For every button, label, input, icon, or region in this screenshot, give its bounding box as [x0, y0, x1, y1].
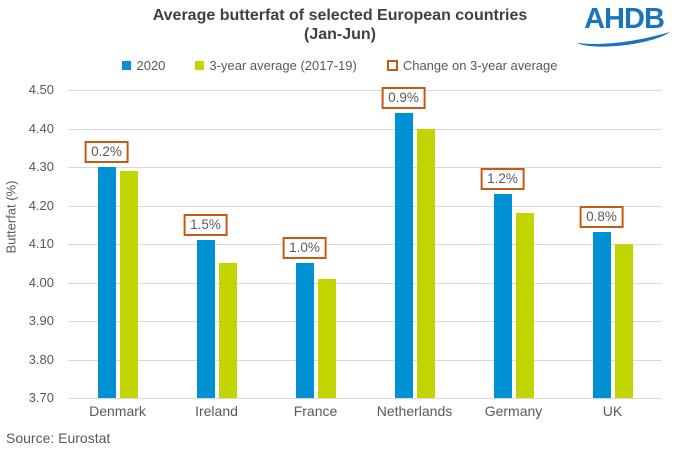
change-label-box: 0.9%: [381, 87, 426, 110]
bar-2020: [493, 193, 512, 398]
change-label-box: 0.8%: [579, 206, 624, 229]
title-line-1: Average butterfat of selected European c…: [152, 7, 528, 24]
title-line-2: (Jan-Jun): [304, 26, 376, 43]
x-axis-label: France: [293, 403, 338, 419]
y-axis: 4.50 4.40 4.30 4.20 4.10 4.00 3.90 3.80 3.70: [0, 82, 62, 405]
chart-legend: 2020 3-year average (2017-19) Change on 3-…: [0, 58, 680, 73]
category-group-denmark: 0.2%: [68, 90, 167, 398]
change-label-box: 1.0%: [282, 237, 327, 260]
ahdb-swoosh-icon: [577, 32, 670, 47]
y-tick-label: 3.70: [28, 390, 54, 405]
gridline: [68, 205, 662, 207]
gridline: [68, 282, 662, 284]
y-tick-label: 4.40: [28, 120, 54, 136]
category-group-germany: 1.2%: [464, 90, 563, 398]
y-tick-label: 4.30: [28, 159, 54, 174]
y-tick-label: 4.10: [28, 236, 54, 251]
bar-3yr-average: [218, 263, 237, 398]
gridline: [68, 90, 662, 91]
x-axis-label: UK: [602, 403, 623, 419]
bar-3yr-average: [614, 244, 633, 398]
page-title: Average butterfat of selected European c…: [0, 6, 680, 44]
change-label-box: 1.5%: [183, 214, 228, 237]
x-axis-label: Germany: [484, 403, 543, 419]
gridline: [68, 321, 662, 322]
bar-3yr-average: [416, 128, 435, 398]
legend-swatch-icon: [195, 61, 205, 70]
gridline: [68, 244, 662, 245]
bar-2020: [97, 167, 116, 398]
x-axis-label: Netherlands: [376, 403, 453, 419]
bar-2020: [394, 113, 413, 398]
legend-swatch-icon: [386, 60, 398, 71]
bar-2020: [196, 240, 215, 398]
ahdb-logo: AHDB: [576, 4, 672, 48]
category-group-france: 1.0%: [266, 90, 365, 398]
category-group-netherlands: 0.9%: [365, 87, 464, 398]
bar-2020: [295, 263, 314, 398]
legend-label: 2020: [136, 58, 166, 73]
legend-item-1: 3-year average (2017-19): [195, 58, 357, 73]
category-group-ireland: 1.5%: [167, 90, 266, 398]
legend-label: 3-year average (2017-19): [209, 58, 357, 73]
source-note: Source: Eurostat: [6, 430, 111, 446]
y-tick-label: 3.90: [28, 313, 54, 328]
gridline: [68, 359, 662, 361]
plot-area: 0.2% 1.5% 1.0% 0.9% 1.2% 0.8%: [68, 87, 662, 399]
x-axis-label: Denmark: [89, 403, 146, 419]
gridline: [68, 398, 662, 399]
gridline: [68, 167, 662, 168]
bar-3yr-average: [317, 278, 336, 398]
gridline: [68, 128, 662, 130]
y-tick-label: 4.00: [28, 274, 54, 290]
bar-3yr-average: [119, 170, 138, 398]
y-tick-label: 3.80: [28, 351, 54, 367]
x-axis-labels: Denmark Ireland France Netherlands Germany UK: [68, 403, 662, 419]
y-axis-title: Butterfat (%): [3, 180, 19, 254]
legend-swatch-icon: [122, 61, 132, 70]
ahdb-logo-text: AHDB: [584, 3, 665, 35]
legend-item-2: Change on 3-year average: [386, 58, 558, 73]
bar-3yr-average: [515, 213, 534, 398]
x-axis-label: Ireland: [195, 403, 238, 419]
bar-2020: [592, 232, 611, 398]
legend-item-0: 2020: [122, 58, 165, 73]
change-label-box: 0.2%: [84, 141, 129, 163]
y-tick-label: 4.20: [28, 197, 54, 213]
legend-label: Change on 3-year average: [402, 58, 558, 73]
change-label-box: 1.2%: [480, 167, 525, 190]
y-tick-label: 4.50: [28, 82, 54, 97]
category-group-uk: 0.8%: [563, 90, 662, 398]
